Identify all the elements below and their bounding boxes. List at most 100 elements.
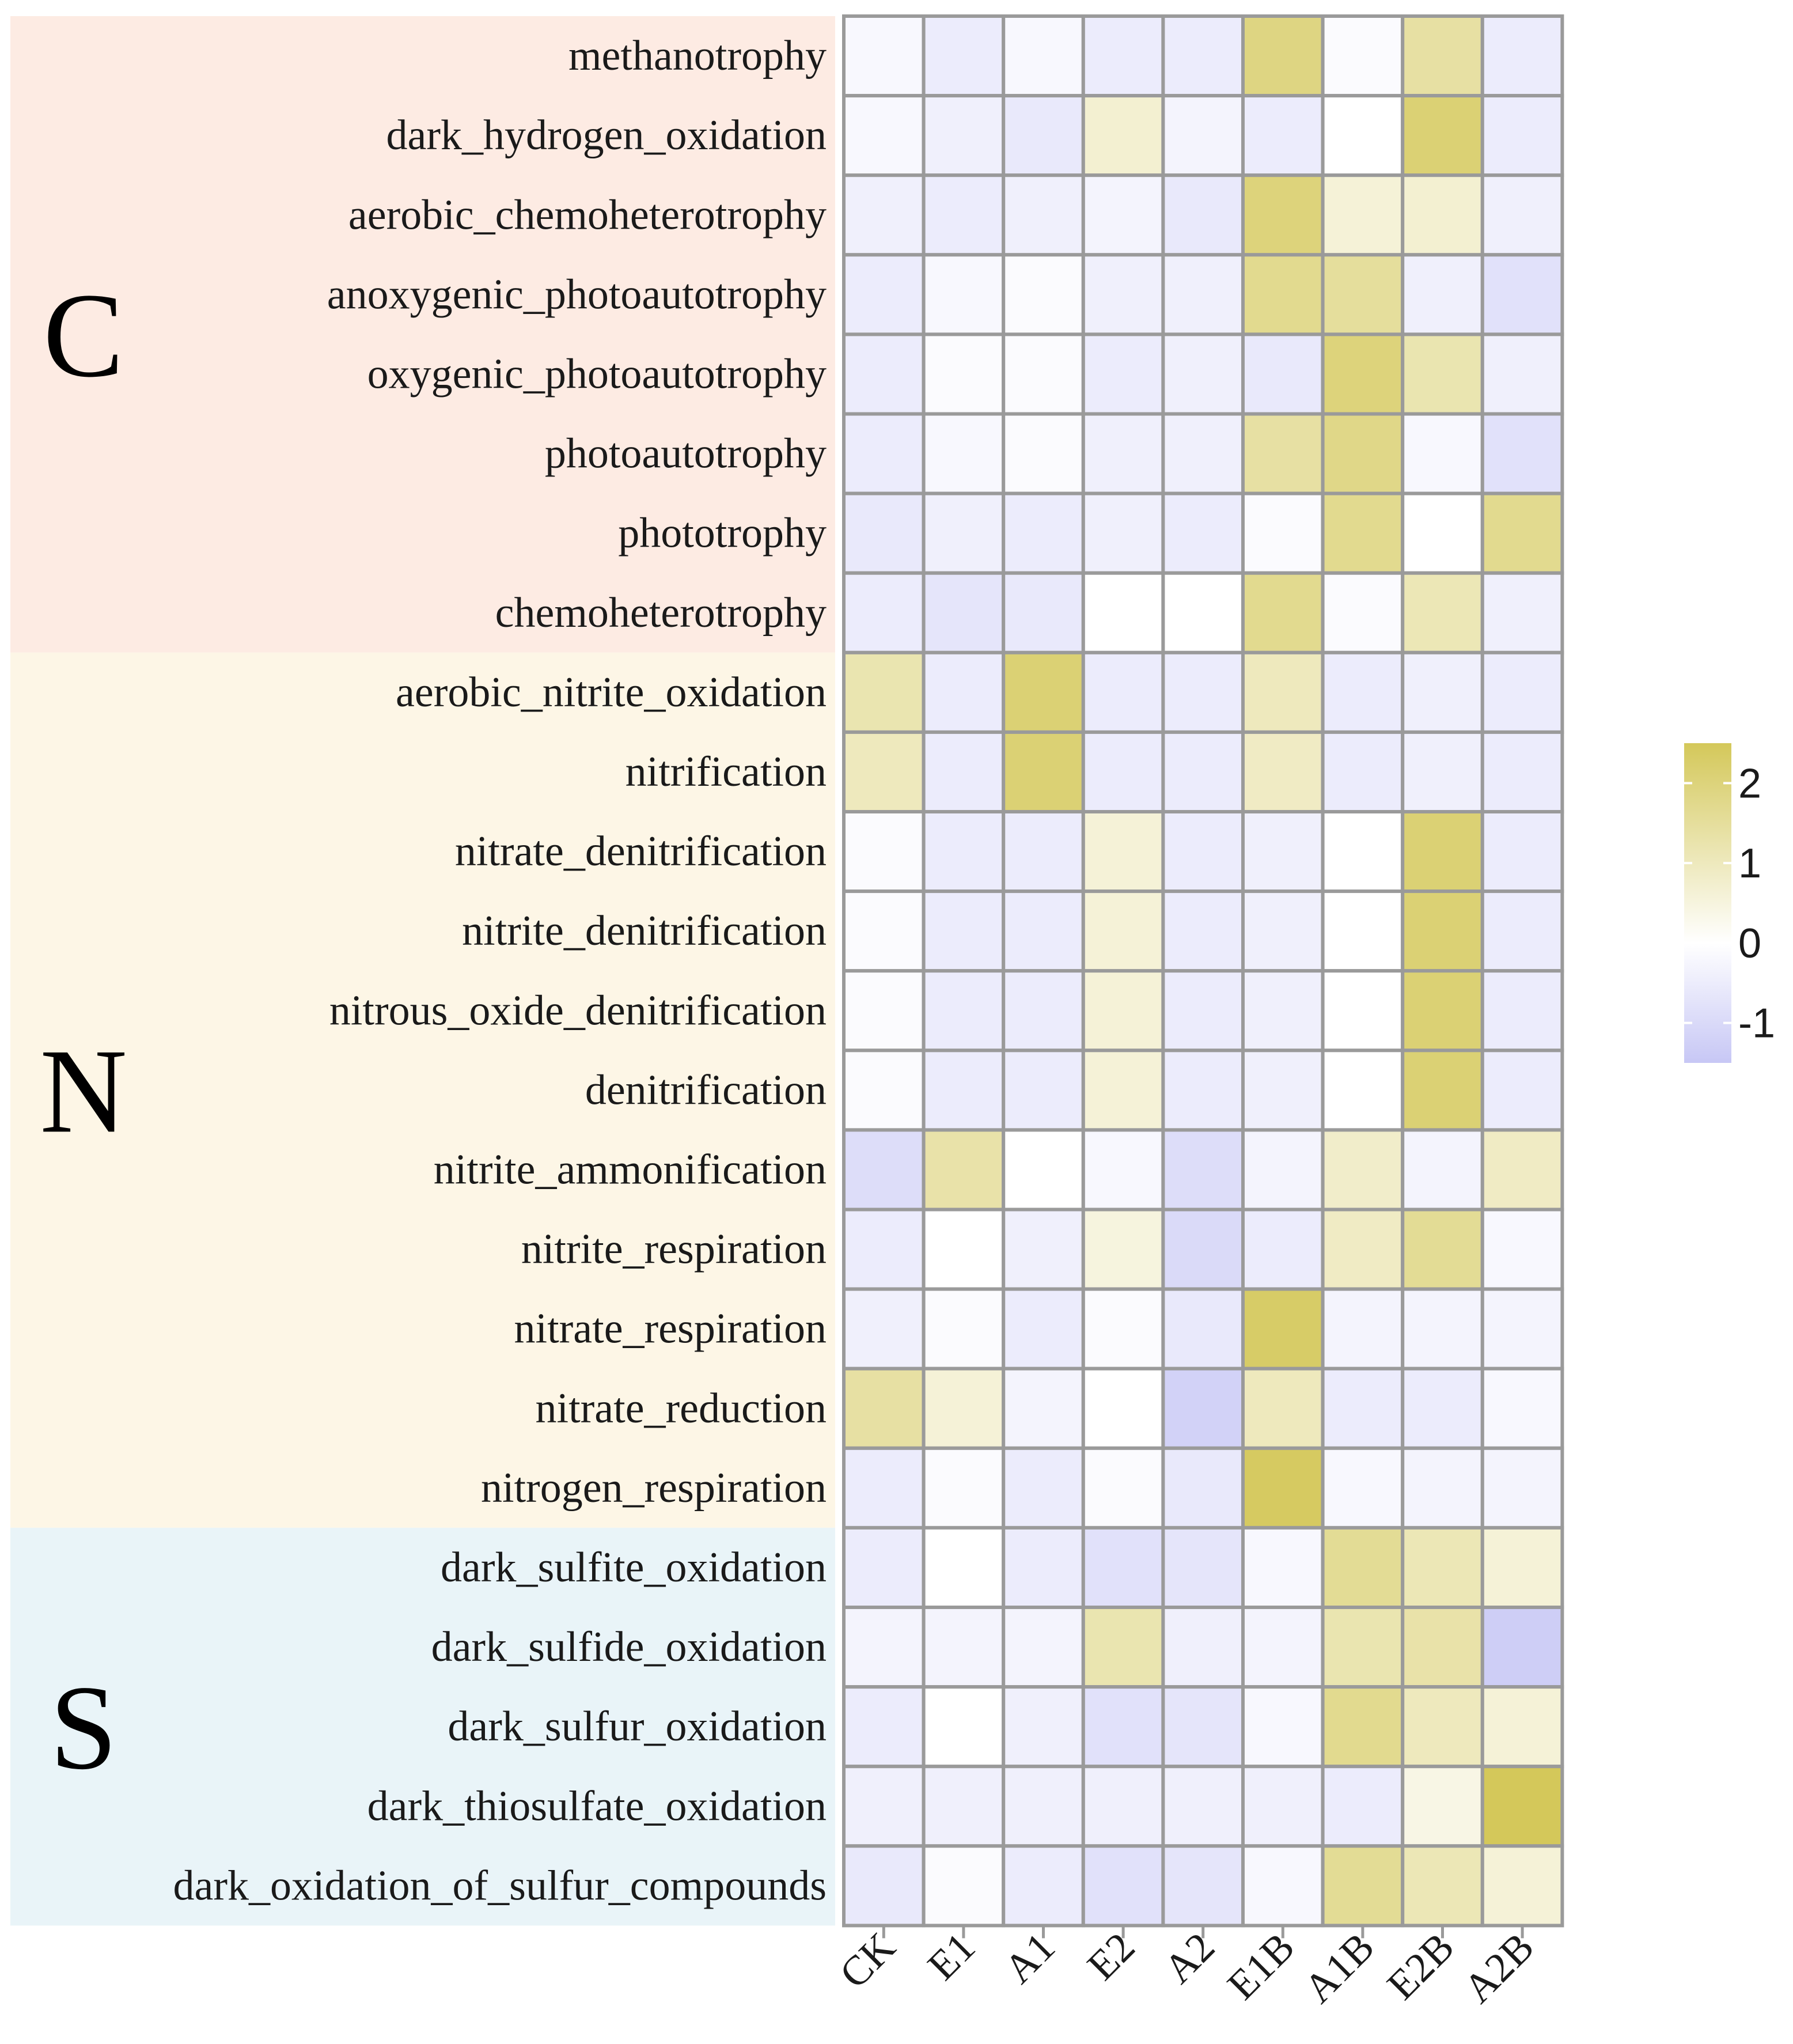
heatmap-cell [1002,412,1085,495]
heatmap-cell [1081,1606,1165,1689]
heatmap-cell [842,1446,926,1530]
heatmap-cell [1321,412,1405,495]
heatmap-cell [1161,253,1245,336]
heatmap-cell [922,332,1006,416]
heatmap-cell [1081,969,1165,1053]
heatmap-cell [1081,491,1165,575]
heatmap-cell [1081,14,1165,98]
column-label: E2 [1078,1924,1143,1989]
heatmap-cell [1321,332,1405,416]
heatmap-cell [1321,969,1405,1053]
heatmap-cell [922,253,1006,336]
heatmap-cell [1401,1526,1484,1609]
row-label: nitrite_denitrification [462,907,827,955]
heatmap-cell [1401,1287,1484,1371]
heatmap-cell [842,1685,926,1769]
heatmap-cell [1161,173,1245,257]
heatmap-cell [1401,412,1484,495]
row-label: phototrophy [618,510,827,557]
heatmap-cell [1401,571,1484,654]
heatmap-cell [1002,1765,1085,1848]
row-label: photoautotrophy [545,430,827,478]
heatmap-cell [922,1685,1006,1769]
heatmap-cell [1401,1685,1484,1769]
heatmap-cell [922,173,1006,257]
heatmap-cell [1161,1128,1245,1212]
heatmap-cell [1161,94,1245,177]
heatmap-cell [1241,1367,1325,1450]
heatmap-cell [1241,1844,1325,1928]
heatmap-cell [1480,1844,1564,1928]
heatmap-cell [1002,1287,1085,1371]
color-legend: 2 1 0 -1 [1684,743,1775,1063]
heatmap-cell [922,94,1006,177]
heatmap-cell [1081,1685,1165,1769]
heatmap-cell [1241,969,1325,1053]
heatmap-cell [1480,1446,1564,1530]
group-label: S [50,1661,117,1795]
row-label: aerobic_chemoheterotrophy [348,191,827,239]
heatmap-cell [1241,173,1325,257]
heatmap-cell [1002,889,1085,973]
heatmap-cell [1081,94,1165,177]
heatmap-cell [1161,1844,1245,1928]
heatmap-cell [1081,1287,1165,1371]
heatmap-cell [1161,1526,1245,1609]
heatmap-cell [842,1367,926,1450]
heatmap-cell [842,1049,926,1132]
heatmap-cell [1161,491,1245,575]
heatmap-cell [1081,1049,1165,1132]
heatmap-cell [1480,969,1564,1053]
heatmap-cell [1161,1208,1245,1291]
heatmap-cell [842,1128,926,1212]
heatmap-cell [1002,1208,1085,1291]
heatmap-cell [1161,332,1245,416]
heatmap-cell [922,810,1006,894]
heatmap-cell [1241,1208,1325,1291]
heatmap-cell [1321,253,1405,336]
legend-tick-label: 2 [1738,760,1761,807]
heatmap-cell [1161,1765,1245,1848]
heatmap-cell [1480,1765,1564,1848]
heatmap-cells [842,14,1564,1928]
heatmap-cell [1480,889,1564,973]
heatmap-cell [1480,1128,1564,1212]
heatmap-cell [922,1844,1006,1928]
heatmap-cell [1002,94,1085,177]
heatmap-cell [1480,1526,1564,1609]
heatmap-cell [922,730,1006,814]
heatmap-cell [1480,810,1564,894]
heatmap-cell [1081,810,1165,894]
group-bands: C N S [10,16,835,1926]
heatmap-cell [1241,810,1325,894]
heatmap-cell [922,1367,1006,1450]
heatmap-cell [1002,650,1085,734]
row-label: dark_sulfite_oxidation [441,1544,827,1591]
legend-color-bar [1684,743,1731,1063]
group-band [10,16,835,653]
heatmap-cell [922,14,1006,98]
heatmap-cell [922,969,1006,1053]
heatmap-cell [1321,1367,1405,1450]
row-label: dark_sulfide_oxidation [431,1623,827,1671]
heatmap-cell [1321,650,1405,734]
heatmap-cell [842,253,926,336]
heatmap-cell [1002,253,1085,336]
heatmap-cell [1401,1765,1484,1848]
heatmap-cell [922,1049,1006,1132]
column-label: E1B [1219,1924,1303,2008]
heatmap-cell [922,1765,1006,1848]
row-label: nitrate_denitrification [455,828,827,875]
heatmap-cell [1241,1526,1325,1609]
row-label: aerobic_nitrite_oxidation [396,669,827,716]
row-label: nitrification [626,748,827,796]
column-label: A2B [1455,1924,1543,2012]
heatmap-cell [1321,94,1405,177]
heatmap-cell [1401,1128,1484,1212]
column-label: A2 [1155,1924,1223,1992]
row-label: dark_hydrogen_oxidation [386,112,827,159]
heatmap-cell [1241,1446,1325,1530]
column-label: CK [831,1924,904,1997]
heatmap-cell [1401,1844,1484,1928]
